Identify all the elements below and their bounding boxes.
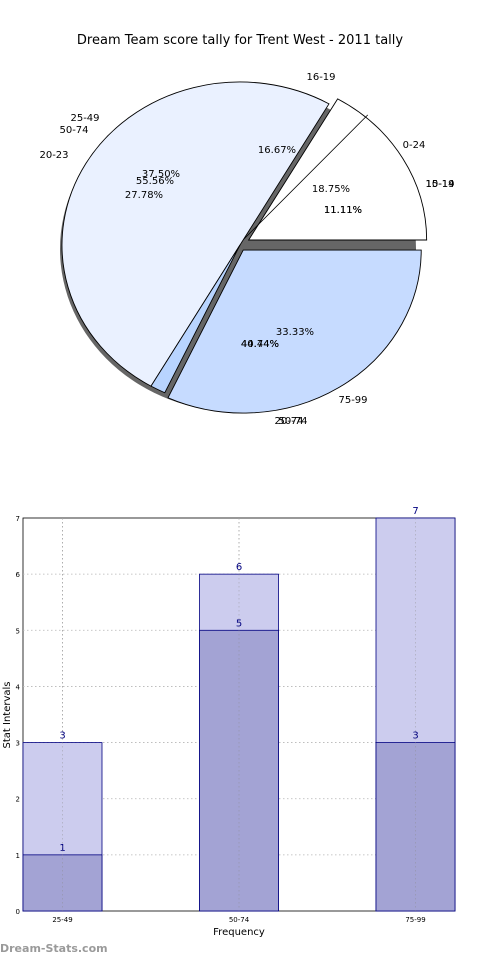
bar-y-tick-label: 5 [16, 627, 20, 635]
pie-outer-label: 25-49 [70, 113, 99, 124]
pie-pct-label: 44.44% [241, 339, 279, 350]
pie-title: Dream Team score tally for Trent West - … [77, 33, 403, 48]
bar-value-label: 1 [59, 843, 65, 854]
pie-pct-label: 37.50% [142, 169, 180, 180]
pie-slice-25-49 [61, 81, 330, 387]
pie-pct-label: 11.11% [324, 205, 362, 216]
pie-outer-label: 20-23 [39, 150, 68, 161]
pie-outer-label: 75-99 [338, 395, 367, 406]
bar-x-tick-label: 25-49 [52, 916, 72, 924]
bar-y-tick-label: 4 [16, 683, 21, 691]
bar-x-axis-label: Frequency [213, 927, 265, 938]
bar-chart: 0 1 2 3 4 5 6 7 3 6 7 1 5 3 25-49 50-74 75-99 [16, 506, 456, 924]
pie-pct-label: 33.33% [276, 327, 314, 338]
pie-pct-label: 40.74% [241, 339, 279, 350]
pie-outer-label: 0-24 [403, 140, 426, 151]
bar-x-tick-label: 75-99 [405, 916, 425, 924]
pie-pct-label: 11.11% [324, 205, 362, 216]
pie-slice-75-99 [167, 249, 422, 414]
watermark: Dream-Stats.com [0, 942, 108, 955]
bar-y-tick-label: 1 [16, 852, 20, 860]
bar-y-tick-label: 3 [16, 740, 20, 748]
bar-y-tick-label: 2 [16, 796, 20, 804]
pie-outer-label: 10-14 [425, 179, 454, 190]
pie-outer-label: 16-19 [306, 72, 335, 83]
pie-pct-label: 18.75% [312, 184, 350, 195]
bar-y-tick-label: 0 [16, 908, 20, 916]
bar-y-tick-label: 7 [16, 515, 20, 523]
bar-value-label: 5 [236, 618, 242, 629]
bar-value-label: 3 [412, 731, 418, 742]
bar-value-label: 6 [236, 562, 242, 573]
bar-y-tick-label: 6 [16, 571, 21, 579]
pie-outer-label: 20-74 [274, 416, 303, 427]
pie-pct-label: 55.56% [136, 176, 174, 187]
bar-value-label: 7 [412, 506, 418, 517]
pie-outer-label: 50-74 [278, 416, 307, 427]
pie-chart: 16-1925-4950-7420-230-2410-1415-1975-992… [39, 72, 454, 427]
bar-value-label: 3 [59, 731, 65, 742]
pie-outer-label: 15-19 [425, 179, 454, 190]
bar-x-tick-label: 50-74 [229, 916, 250, 924]
pie-slice-50-74 [150, 244, 241, 394]
pie-outer-label: 50-74 [59, 125, 88, 136]
pie-sliver-edge [243, 114, 369, 240]
bar-y-axis-label: Stat Intervals [2, 681, 13, 748]
pie-pct-label: 27.78% [125, 190, 163, 201]
pie-slice-0-24 [247, 98, 428, 241]
pie-pct-label: 16.67% [258, 145, 296, 156]
